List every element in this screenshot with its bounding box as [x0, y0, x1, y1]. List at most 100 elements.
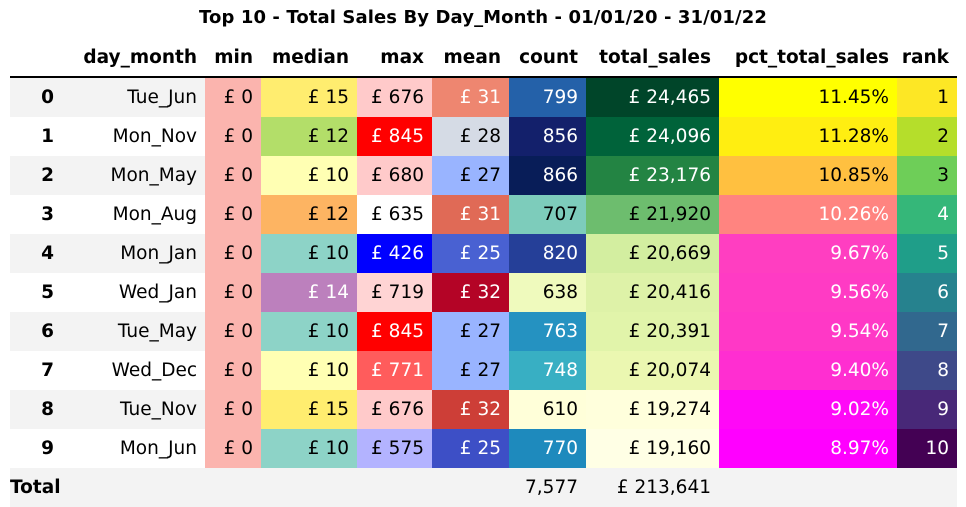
pct-total-sales-cell: 10.85%	[719, 156, 897, 195]
mean-cell: £ 32	[432, 273, 509, 312]
mean-cell: £ 32	[432, 390, 509, 429]
sales-table: day_month min median max mean count tota…	[10, 38, 957, 507]
day-month-cell: Mon_Aug	[112, 204, 197, 225]
mean-cell: £ 25	[432, 234, 509, 273]
table-row: 7 Wed_Dec £ 0 £ 10 £ 771 £ 27 748 £ 20,074 9.40%…	[10, 351, 957, 390]
median-cell: £ 10	[261, 156, 357, 195]
table-row: 4 Mon_Jan £ 0 £ 10 £ 426 £ 25 820 £ 20,669 9.67%…	[10, 234, 957, 273]
pct-total-sales-cell: 9.56%	[719, 273, 897, 312]
mean-cell: £ 27	[432, 351, 509, 390]
table-row: 9 Mon_Jun £ 0 £ 10 £ 575 £ 25 770 £ 19,160 8.97%…	[10, 429, 957, 468]
row-index: 8	[41, 399, 54, 420]
day-month-cell: Mon_Jun	[119, 438, 197, 459]
day-month-cell: Tue_Jun	[127, 87, 197, 108]
header-max: max	[357, 38, 432, 78]
total-sales-cell: £ 23,176	[586, 156, 719, 195]
median-cell: £ 12	[261, 195, 357, 234]
header-row: day_month min median max mean count tota…	[10, 38, 957, 78]
chart-title: Top 10 - Total Sales By Day_Month - 01/0…	[199, 7, 767, 28]
count-cell: 763	[509, 312, 586, 351]
pct-total-sales-cell: 8.97%	[719, 429, 897, 468]
max-cell: £ 426	[357, 234, 432, 273]
table-row: 6 Tue_May £ 0 £ 10 £ 845 £ 27 763 £ 20,391 9.54%…	[10, 312, 957, 351]
row-index: 6	[41, 321, 54, 342]
row-index: 9	[41, 438, 54, 459]
rank-cell: 6	[897, 273, 957, 312]
table-row: 2 Mon_May £ 0 £ 10 £ 680 £ 27 866 £ 23,176 10.85…	[10, 156, 957, 195]
mean-cell: £ 25	[432, 429, 509, 468]
min-cell: £ 0	[205, 390, 261, 429]
max-cell: £ 680	[357, 156, 432, 195]
row-index: 4	[41, 243, 54, 264]
total-label: Total	[10, 477, 61, 498]
header-total-sales: total_sales	[586, 38, 719, 78]
total-sales-cell: £ 20,669	[586, 234, 719, 273]
table-body: 0 Tue_Jun £ 0 £ 15 £ 676 £ 31 799 £ 24,465 11.45…	[10, 77, 957, 468]
count-cell: 748	[509, 351, 586, 390]
total-min-cell	[205, 468, 261, 507]
min-cell: £ 0	[205, 429, 261, 468]
day-month-cell: Mon_May	[110, 165, 197, 186]
total-median-cell	[261, 468, 357, 507]
median-cell: £ 10	[261, 429, 357, 468]
max-cell: £ 771	[357, 351, 432, 390]
total-count-cell: 7,577	[525, 477, 578, 498]
min-cell: £ 0	[205, 273, 261, 312]
rank-cell: 4	[897, 195, 957, 234]
rank-cell: 1	[897, 77, 957, 117]
day-month-cell: Mon_Jan	[120, 243, 197, 264]
pct-total-sales-cell: 9.02%	[719, 390, 897, 429]
max-cell: £ 635	[357, 195, 432, 234]
mean-cell: £ 27	[432, 156, 509, 195]
day-month-cell: Tue_May	[117, 321, 197, 342]
mean-cell: £ 28	[432, 117, 509, 156]
row-index: 1	[41, 126, 54, 147]
min-cell: £ 0	[205, 351, 261, 390]
median-cell: £ 15	[261, 77, 357, 117]
header-mean: mean	[432, 38, 509, 78]
total-sales-cell: £ 21,920	[586, 195, 719, 234]
count-cell: 820	[509, 234, 586, 273]
pct-total-sales-cell: 9.67%	[719, 234, 897, 273]
table-row: 0 Tue_Jun £ 0 £ 15 £ 676 £ 31 799 £ 24,465 11.45…	[10, 77, 957, 117]
median-cell: £ 12	[261, 117, 357, 156]
rank-cell: 7	[897, 312, 957, 351]
total-sales-cell: £ 19,160	[586, 429, 719, 468]
day-month-cell: Wed_Jan	[118, 282, 197, 303]
total-sales-cell: £ 20,416	[586, 273, 719, 312]
total-sales-cell: £ 24,096	[586, 117, 719, 156]
total-rank-cell	[897, 468, 957, 507]
max-cell: £ 676	[357, 390, 432, 429]
count-cell: 770	[509, 429, 586, 468]
header-min: min	[205, 38, 261, 78]
mean-cell: £ 31	[432, 77, 509, 117]
rank-cell: 5	[897, 234, 957, 273]
table-row: 3 Mon_Aug £ 0 £ 12 £ 635 £ 31 707 £ 21,920 10.26…	[10, 195, 957, 234]
mean-cell: £ 27	[432, 312, 509, 351]
row-index: 2	[41, 165, 54, 186]
rank-cell: 10	[897, 429, 957, 468]
table-header: day_month min median max mean count tota…	[10, 38, 957, 78]
rank-cell: 9	[897, 390, 957, 429]
count-cell: 610	[509, 390, 586, 429]
row-index: 0	[41, 87, 54, 108]
header-count: count	[509, 38, 586, 78]
total-sales-cell: £ 19,274	[586, 390, 719, 429]
header-day-month: day_month	[70, 38, 205, 78]
min-cell: £ 0	[205, 234, 261, 273]
max-cell: £ 719	[357, 273, 432, 312]
pct-total-sales-cell: 11.45%	[719, 77, 897, 117]
table-row: 8 Tue_Nov £ 0 £ 15 £ 676 £ 32 610 £ 19,274 9.02%…	[10, 390, 957, 429]
total-sales-cell: £ 20,391	[586, 312, 719, 351]
total-mean-cell	[432, 468, 509, 507]
max-cell: £ 845	[357, 117, 432, 156]
rank-cell: 2	[897, 117, 957, 156]
rank-cell: 8	[897, 351, 957, 390]
day-month-cell: Mon_Nov	[112, 126, 197, 147]
max-cell: £ 575	[357, 429, 432, 468]
header-index	[10, 38, 70, 78]
min-cell: £ 0	[205, 156, 261, 195]
table-footer: Total 7,577 £ 213,641	[10, 468, 957, 507]
header-rank: rank	[897, 38, 957, 78]
count-cell: 856	[509, 117, 586, 156]
